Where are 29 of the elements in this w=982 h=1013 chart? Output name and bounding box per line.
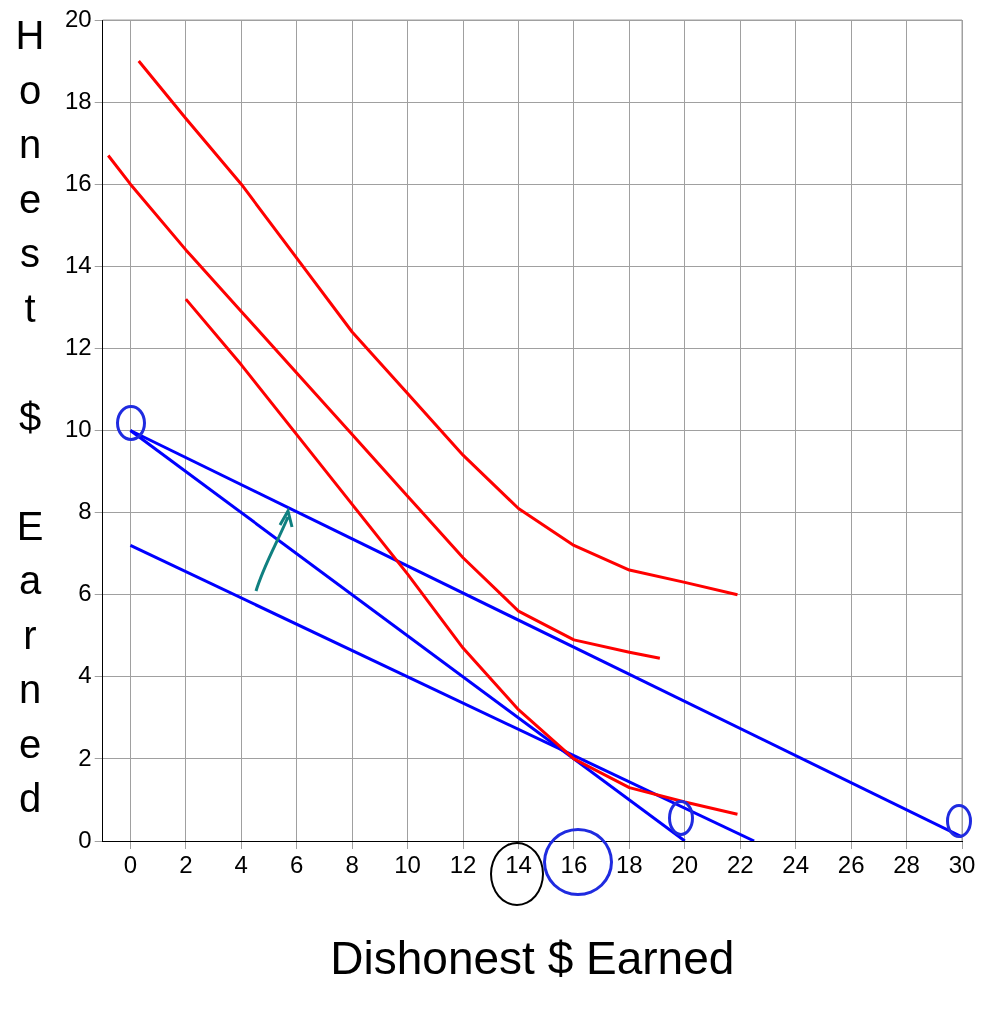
y-tick-label: 18 (64, 86, 92, 114)
x-tick-label: 14 (505, 851, 532, 879)
text: Honest $ Earned (15, 13, 45, 820)
x-tick-label: 16 (560, 851, 588, 879)
y-tick-label: 10 (64, 415, 92, 443)
x-tick-label: 26 (837, 851, 865, 879)
x-tick-label: 2 (179, 851, 193, 879)
y-tick-label: 20 (64, 4, 92, 32)
x-tick-label: 20 (671, 851, 699, 879)
y-tick-label: 4 (78, 661, 92, 689)
y-tick-label: 2 (78, 743, 92, 771)
x-tick-label: 4 (234, 851, 248, 879)
x-axis-title: Dishonest $ Earned (330, 932, 735, 985)
x-tick-label: 30 (948, 851, 976, 879)
x-tick-label: 24 (782, 851, 810, 879)
x-tick-label: 28 (893, 851, 920, 879)
x-tick-label: 12 (449, 851, 477, 879)
y-tick-label: 14 (64, 250, 92, 278)
x-tick-label: 0 (123, 851, 138, 879)
y-tick-label: 16 (64, 168, 92, 196)
y-tick-label: 0 (78, 825, 92, 853)
x-tick-label: 6 (290, 851, 304, 879)
x-tick-label: 18 (616, 851, 643, 879)
y-tick-label: 8 (78, 497, 92, 525)
x-tick-label: 8 (345, 851, 359, 879)
x-tick-label: 22 (726, 851, 754, 879)
y-tick-label: 6 (78, 579, 92, 607)
x-tick-label: 10 (394, 851, 421, 879)
y-tick-label: 12 (64, 333, 92, 361)
